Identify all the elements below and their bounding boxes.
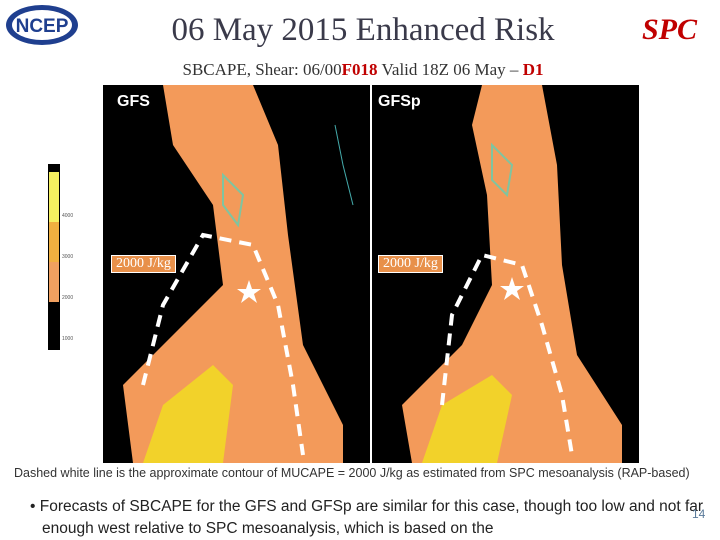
spc-text: SPC <box>642 13 698 46</box>
subtitle-part: D1 <box>522 60 544 79</box>
panel-label: GFS <box>117 93 150 110</box>
panel-label: GFSp <box>378 93 421 110</box>
spc-logo: SPC <box>642 13 698 46</box>
ncep-text: NCEP <box>16 16 69 37</box>
bullet-text: • Forecasts of SBCAPE for the GFS and GF… <box>30 498 704 537</box>
contour-label: 2000 J/kg <box>111 255 176 273</box>
contour-label: 2000 J/kg <box>378 255 443 273</box>
map-panel: GFSp 2000 J/kg <box>372 85 639 463</box>
subtitle-part: SBCAPE, Shear: 06/00 <box>182 60 342 79</box>
map <box>402 85 622 463</box>
page-number: 14 <box>692 507 706 521</box>
caption: Dashed white line is the approximate con… <box>14 465 704 481</box>
ncep-logo: NCEP <box>6 5 78 45</box>
legend-tick: 2000 <box>62 295 73 301</box>
bullet-body: Forecasts of SBCAPE for the GFS and GFSp… <box>39 498 704 537</box>
subtitle: SBCAPE, Shear: 06/00F018 Valid 18Z 06 Ma… <box>0 60 720 80</box>
color-legend: 4000 3000 2000 1000 <box>48 164 73 350</box>
subtitle-part: F018 <box>341 60 378 79</box>
title: 06 May 2015 Enhanced Risk <box>171 12 555 48</box>
map <box>123 85 354 463</box>
legend-tick: 1000 <box>62 336 73 342</box>
legend-tick: 3000 <box>62 254 73 260</box>
subtitle-part: Valid 18Z 06 May – <box>377 60 523 79</box>
map-panel: GFS 2000 J/kg <box>103 85 370 463</box>
legend-tick: 4000 <box>62 213 73 219</box>
